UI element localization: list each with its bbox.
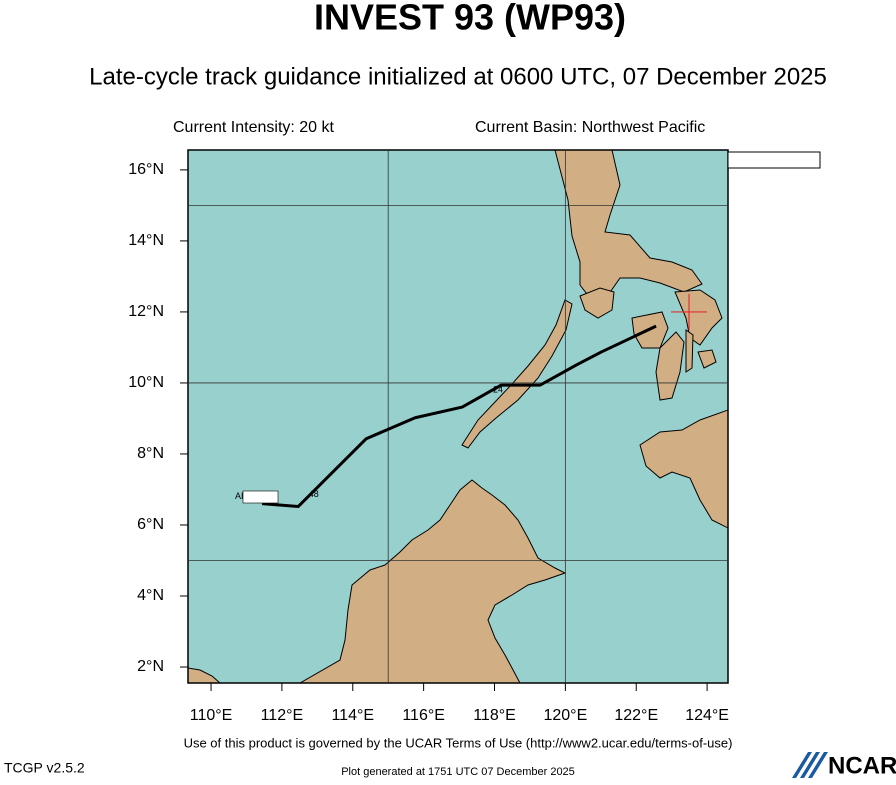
track-line — [261, 324, 657, 509]
land — [188, 667, 221, 683]
land — [579, 287, 615, 319]
track-label-box — [242, 490, 279, 504]
logo: NCAR — [792, 752, 896, 779]
x-tick-label: 124°E — [685, 707, 729, 724]
y-tick-label: 6°N — [137, 516, 164, 533]
y-tick-label: 12°N — [128, 303, 164, 320]
intensity-info: Current Intensity: 20 kt — [173, 119, 335, 136]
land — [674, 289, 723, 346]
land — [697, 349, 717, 369]
y-tick-label: 8°N — [137, 445, 164, 462]
forecast-hour-label: 48 — [309, 489, 319, 499]
x-tick-label: 120°E — [543, 707, 587, 724]
footer: Use of this product is governed by the U… — [184, 735, 733, 750]
x-tick-label: 110°E — [190, 707, 233, 724]
land — [298, 479, 567, 683]
chart-title: INVEST 93 (WP93) — [314, 0, 626, 38]
land — [639, 409, 728, 529]
y-tick-label: 2°N — [137, 658, 164, 675]
forecast-hour-label: 24 — [493, 384, 503, 394]
x-tick-label: 118°E — [473, 707, 516, 724]
land — [685, 329, 694, 373]
x-tick-label: 112°E — [261, 707, 304, 724]
legend-box — [727, 151, 821, 169]
basin-info: Current Basin: Northwest Pacific — [475, 119, 705, 136]
y-tick-label: 10°N — [128, 374, 164, 391]
chart-subtitle: Late-cycle track guidance initialized at… — [89, 63, 827, 90]
plot-content: 110°E 112°E 114°E 116°E 118°E 120°E 122°E 124°E… — [128, 150, 800, 724]
logo-text: NCAR — [828, 752, 896, 779]
y-tick-label: 4°N — [137, 587, 164, 604]
generated: Plot generated at 1751 UTC 07 December 2… — [341, 766, 575, 778]
land-layer — [188, 150, 728, 683]
plot-frame — [187, 149, 729, 684]
y-tick-label: 14°N — [128, 232, 164, 249]
y-tick-label: 16°N — [128, 161, 164, 178]
x-tick-label: 114°E — [331, 707, 374, 724]
version: TCGP v2.5.2 — [4, 760, 85, 776]
land — [461, 299, 573, 449]
x-tick-label: 116°E — [402, 707, 445, 724]
x-tick-label: 122°E — [614, 707, 658, 724]
